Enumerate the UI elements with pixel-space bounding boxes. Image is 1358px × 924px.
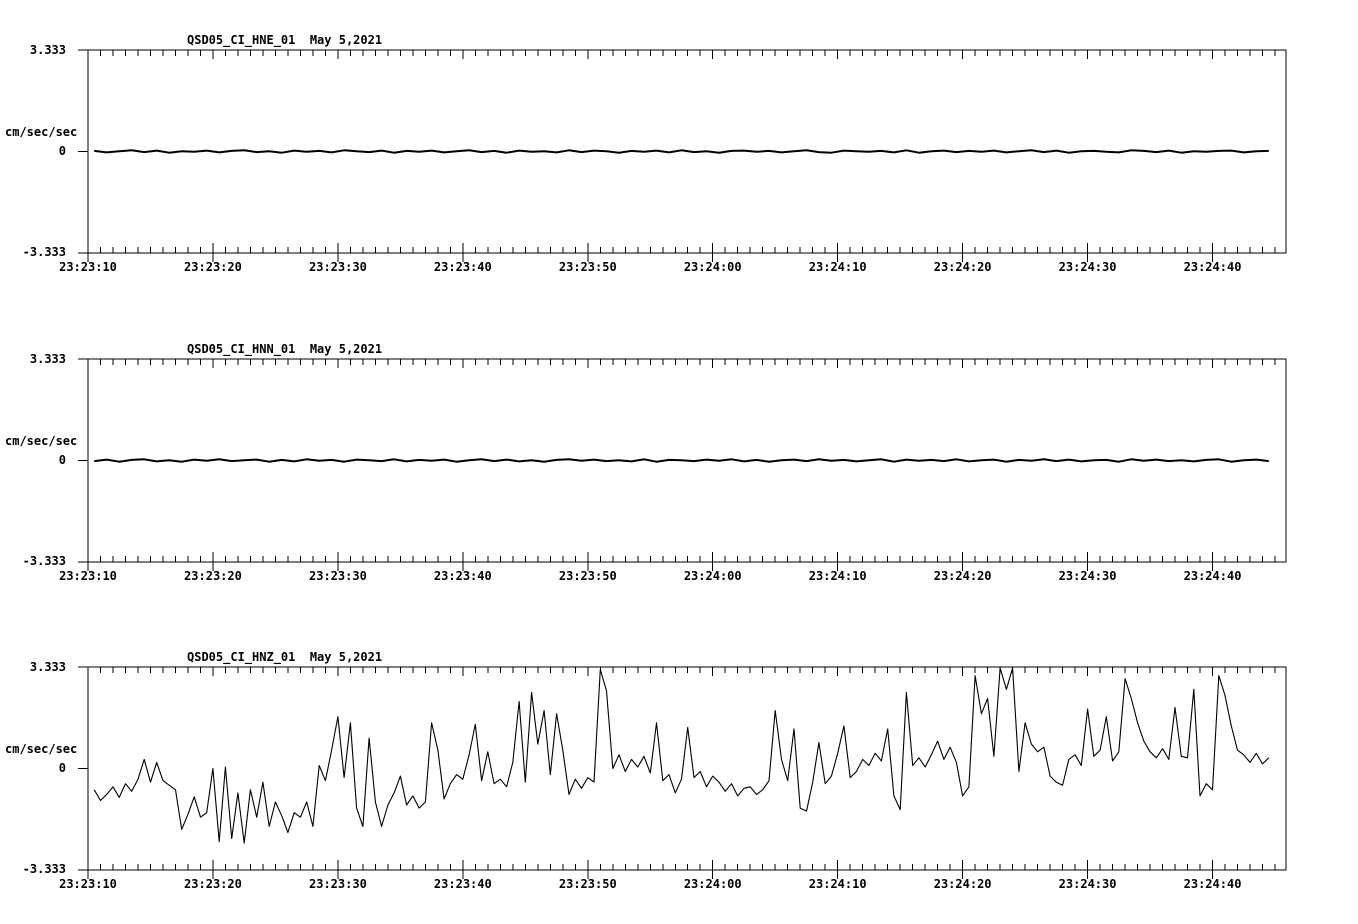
x-tick-label: 23:23:20 bbox=[184, 877, 242, 891]
y-tick-label-zero-hnn: 0 bbox=[58, 453, 66, 467]
x-tick-label: 23:23:50 bbox=[558, 569, 617, 583]
x-tick-label: 23:24:10 bbox=[808, 569, 867, 583]
x-tick-label: 23:23:20 bbox=[184, 260, 242, 274]
waveform-trace-2 bbox=[93, 667, 1270, 844]
x-tick-label: 23:23:30 bbox=[308, 877, 367, 891]
y-axis-unit-hnz: cm/sec/sec bbox=[5, 742, 78, 756]
chart-title-hnz: QSD05_CI_HNZ_01 May 5,2021 bbox=[187, 650, 383, 664]
x-tick-label: 23:23:50 bbox=[558, 260, 617, 274]
x-tick-label: 23:24:20 bbox=[933, 569, 992, 583]
plot-border-2 bbox=[87, 666, 1287, 871]
x-tick-label: 23:24:10 bbox=[808, 877, 867, 891]
y-tick-label-zero-hne: 0 bbox=[58, 144, 66, 158]
x-tick-label: 23:24:20 bbox=[933, 877, 992, 891]
y-tick-label-top-hnz: 3.333 bbox=[29, 660, 66, 674]
y-tick-label-bot-hnn: -3.333 bbox=[22, 554, 66, 568]
x-axis-labels-hne: 23:23:10 23:23:20 23:23:30 23:23:40 23:23:50… bbox=[0, 260, 1358, 275]
x-tick-label: 23:23:50 bbox=[558, 877, 617, 891]
x-tick-label: 23:24:00 bbox=[683, 877, 742, 891]
x-tick-label: 23:23:10 bbox=[59, 260, 117, 274]
y-axis-unit-hnn: cm/sec/sec bbox=[5, 434, 78, 448]
y-tick-label-bot-hnz: -3.333 bbox=[22, 862, 66, 876]
x-tick-label: 23:24:00 bbox=[683, 569, 742, 583]
chart-title-hnn: QSD05_CI_HNN_01 May 5,2021 bbox=[187, 342, 383, 356]
y-tick-label-bot-hne: -3.333 bbox=[22, 245, 66, 259]
x-tick-label: 23:23:40 bbox=[433, 569, 492, 583]
y-tick-label-top-hne: 3.333 bbox=[29, 43, 66, 57]
x-axis-labels-hnn: 23:23:10 23:23:20 23:23:30 23:23:40 23:23:50… bbox=[0, 569, 1358, 584]
y-tick-label-top-hnn: 3.333 bbox=[29, 352, 66, 366]
waveform-trace-0 bbox=[94, 149, 1269, 154]
x-tick-label: 23:24:30 bbox=[1058, 260, 1117, 274]
x-tick-label: 23:23:30 bbox=[308, 569, 367, 583]
y-tick-label-zero-hnz: 0 bbox=[58, 761, 66, 775]
x-tick-label: 23:24:40 bbox=[1183, 260, 1242, 274]
x-tick-label: 23:23:10 bbox=[59, 877, 117, 891]
x-tick-label: 23:23:10 bbox=[59, 569, 117, 583]
x-tick-label: 23:23:40 bbox=[433, 877, 492, 891]
y-axis-unit-hne: cm/sec/sec bbox=[5, 125, 78, 139]
waveform-trace-1 bbox=[94, 458, 1269, 463]
x-tick-label: 23:24:20 bbox=[933, 260, 992, 274]
x-axis-labels-hnz: 23:23:10 23:23:20 23:23:30 23:23:40 23:23:50… bbox=[0, 877, 1358, 892]
x-tick-label: 23:23:20 bbox=[184, 569, 242, 583]
x-tick-label: 23:23:30 bbox=[308, 260, 367, 274]
x-tick-label: 23:24:10 bbox=[808, 260, 867, 274]
x-tick-label: 23:24:40 bbox=[1183, 877, 1242, 891]
x-tick-label: 23:24:40 bbox=[1183, 569, 1242, 583]
x-tick-label: 23:24:30 bbox=[1058, 569, 1117, 583]
x-tick-label: 23:24:00 bbox=[683, 260, 742, 274]
chart-title-hne: QSD05_CI_HNE_01 May 5,2021 bbox=[187, 33, 383, 47]
x-tick-label: 23:24:30 bbox=[1058, 877, 1117, 891]
x-tick-label: 23:23:40 bbox=[433, 260, 492, 274]
